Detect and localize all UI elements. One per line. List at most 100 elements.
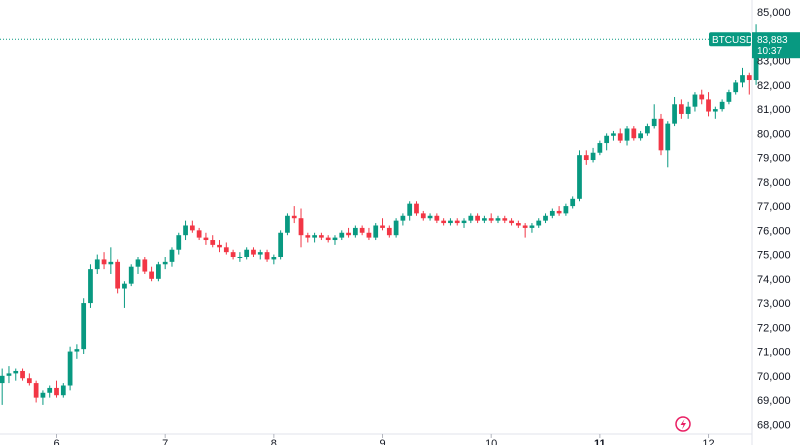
candle-body	[251, 249, 256, 255]
price-tick-label: 71,000	[757, 347, 791, 359]
candle-body	[210, 240, 216, 245]
candle-body	[135, 259, 141, 267]
candle-body	[611, 133, 616, 136]
candle-body	[74, 349, 80, 352]
candle-body	[685, 106, 691, 114]
candle-body	[339, 232, 345, 238]
candle-body	[604, 135, 610, 144]
candle-body	[638, 133, 643, 139]
candle-body	[461, 220, 467, 224]
candle-body	[420, 213, 426, 219]
candle-body	[33, 383, 39, 398]
candle-body	[94, 259, 100, 270]
time-tick-label: 10	[485, 438, 497, 445]
price-tick-label: 74,000	[757, 274, 791, 286]
last-price-tag: BTCUSD 83,883 10:37	[709, 32, 800, 59]
time-tick-label: 8	[271, 438, 277, 445]
candle-body	[20, 370, 25, 379]
symbol-label: BTCUSD	[712, 35, 753, 46]
time-axis[interactable]: 6 7 8 9 10 11 12	[53, 434, 715, 445]
candle-body	[54, 387, 59, 396]
candle-body	[543, 215, 548, 221]
candle-body	[244, 249, 250, 258]
price-tick-label: 82,000	[757, 80, 791, 92]
candle-body	[176, 235, 182, 250]
candle-body	[149, 271, 154, 279]
candle-body	[278, 232, 284, 258]
candle-body	[583, 155, 589, 161]
candle-body	[373, 225, 379, 238]
candle-body	[346, 232, 351, 236]
candle-body	[359, 227, 365, 233]
candle-body	[203, 237, 209, 241]
candle-body	[733, 82, 739, 93]
price-tick-label: 73,000	[757, 298, 791, 310]
candle-body	[577, 155, 582, 199]
candle-body	[509, 220, 514, 224]
time-tick-label: 12	[702, 438, 714, 445]
candle-body	[285, 215, 290, 233]
candle-body	[122, 283, 127, 289]
candle-body	[393, 220, 399, 236]
candle-body	[108, 261, 114, 265]
price-tick-label: 83,000	[757, 56, 791, 68]
candle-body	[753, 38, 759, 81]
candle-body	[312, 235, 317, 238]
candle-body	[549, 210, 555, 216]
candle-body	[746, 75, 752, 81]
bar-countdown: 10:37	[757, 46, 782, 57]
candle-body	[502, 218, 508, 221]
candle-body	[488, 218, 494, 221]
candle-body	[515, 223, 521, 226]
time-tick-label: 9	[379, 438, 385, 445]
candle-body	[40, 392, 46, 398]
candle-body	[645, 126, 650, 134]
candle-body	[88, 269, 93, 304]
price-tick-label: 77,000	[757, 201, 791, 213]
price-tick-label: 69,000	[757, 395, 791, 407]
candle-body	[434, 215, 440, 221]
candle-body	[448, 220, 453, 224]
candle-body	[142, 259, 148, 272]
candle-body	[651, 118, 657, 127]
candle-body	[196, 230, 202, 238]
candle-body	[0, 375, 5, 384]
candle-body	[563, 206, 569, 214]
candle-body	[712, 109, 718, 112]
candle-body	[536, 220, 542, 226]
candle-body	[468, 215, 474, 221]
candle-body	[407, 203, 413, 216]
candle-body	[692, 94, 698, 107]
candle-body	[454, 220, 460, 224]
last-price-badge	[752, 32, 800, 59]
candle-body	[101, 259, 107, 265]
candle-body	[658, 118, 664, 151]
candle-body	[482, 218, 487, 221]
price-tick-label: 68,000	[757, 419, 791, 431]
candle-body	[305, 235, 311, 238]
candle-body	[522, 225, 528, 228]
candle-body	[169, 249, 175, 262]
candle-body	[81, 303, 87, 350]
candles-layer	[0, 24, 759, 405]
candle-body	[529, 225, 535, 228]
candle-body	[386, 227, 392, 236]
price-tick-label: 72,000	[757, 322, 791, 334]
candle-body	[264, 252, 270, 260]
price-tick-label: 75,000	[757, 250, 791, 262]
candle-body	[332, 237, 338, 241]
candle-body	[115, 261, 121, 289]
candle-body	[189, 225, 195, 231]
flash-icon[interactable]	[675, 416, 691, 432]
candle-body	[672, 104, 677, 124]
candle-body	[67, 351, 73, 386]
candle-body	[162, 261, 168, 265]
candle-body	[427, 215, 433, 219]
candle-body	[678, 104, 684, 114]
price-axis[interactable]: 68,000 69,000 70,000 71,000 72,000 73,000 74,0…	[757, 7, 791, 431]
candle-body	[156, 264, 161, 279]
candle-body	[665, 123, 671, 151]
candle-body	[223, 247, 229, 253]
candle-body	[556, 210, 562, 214]
